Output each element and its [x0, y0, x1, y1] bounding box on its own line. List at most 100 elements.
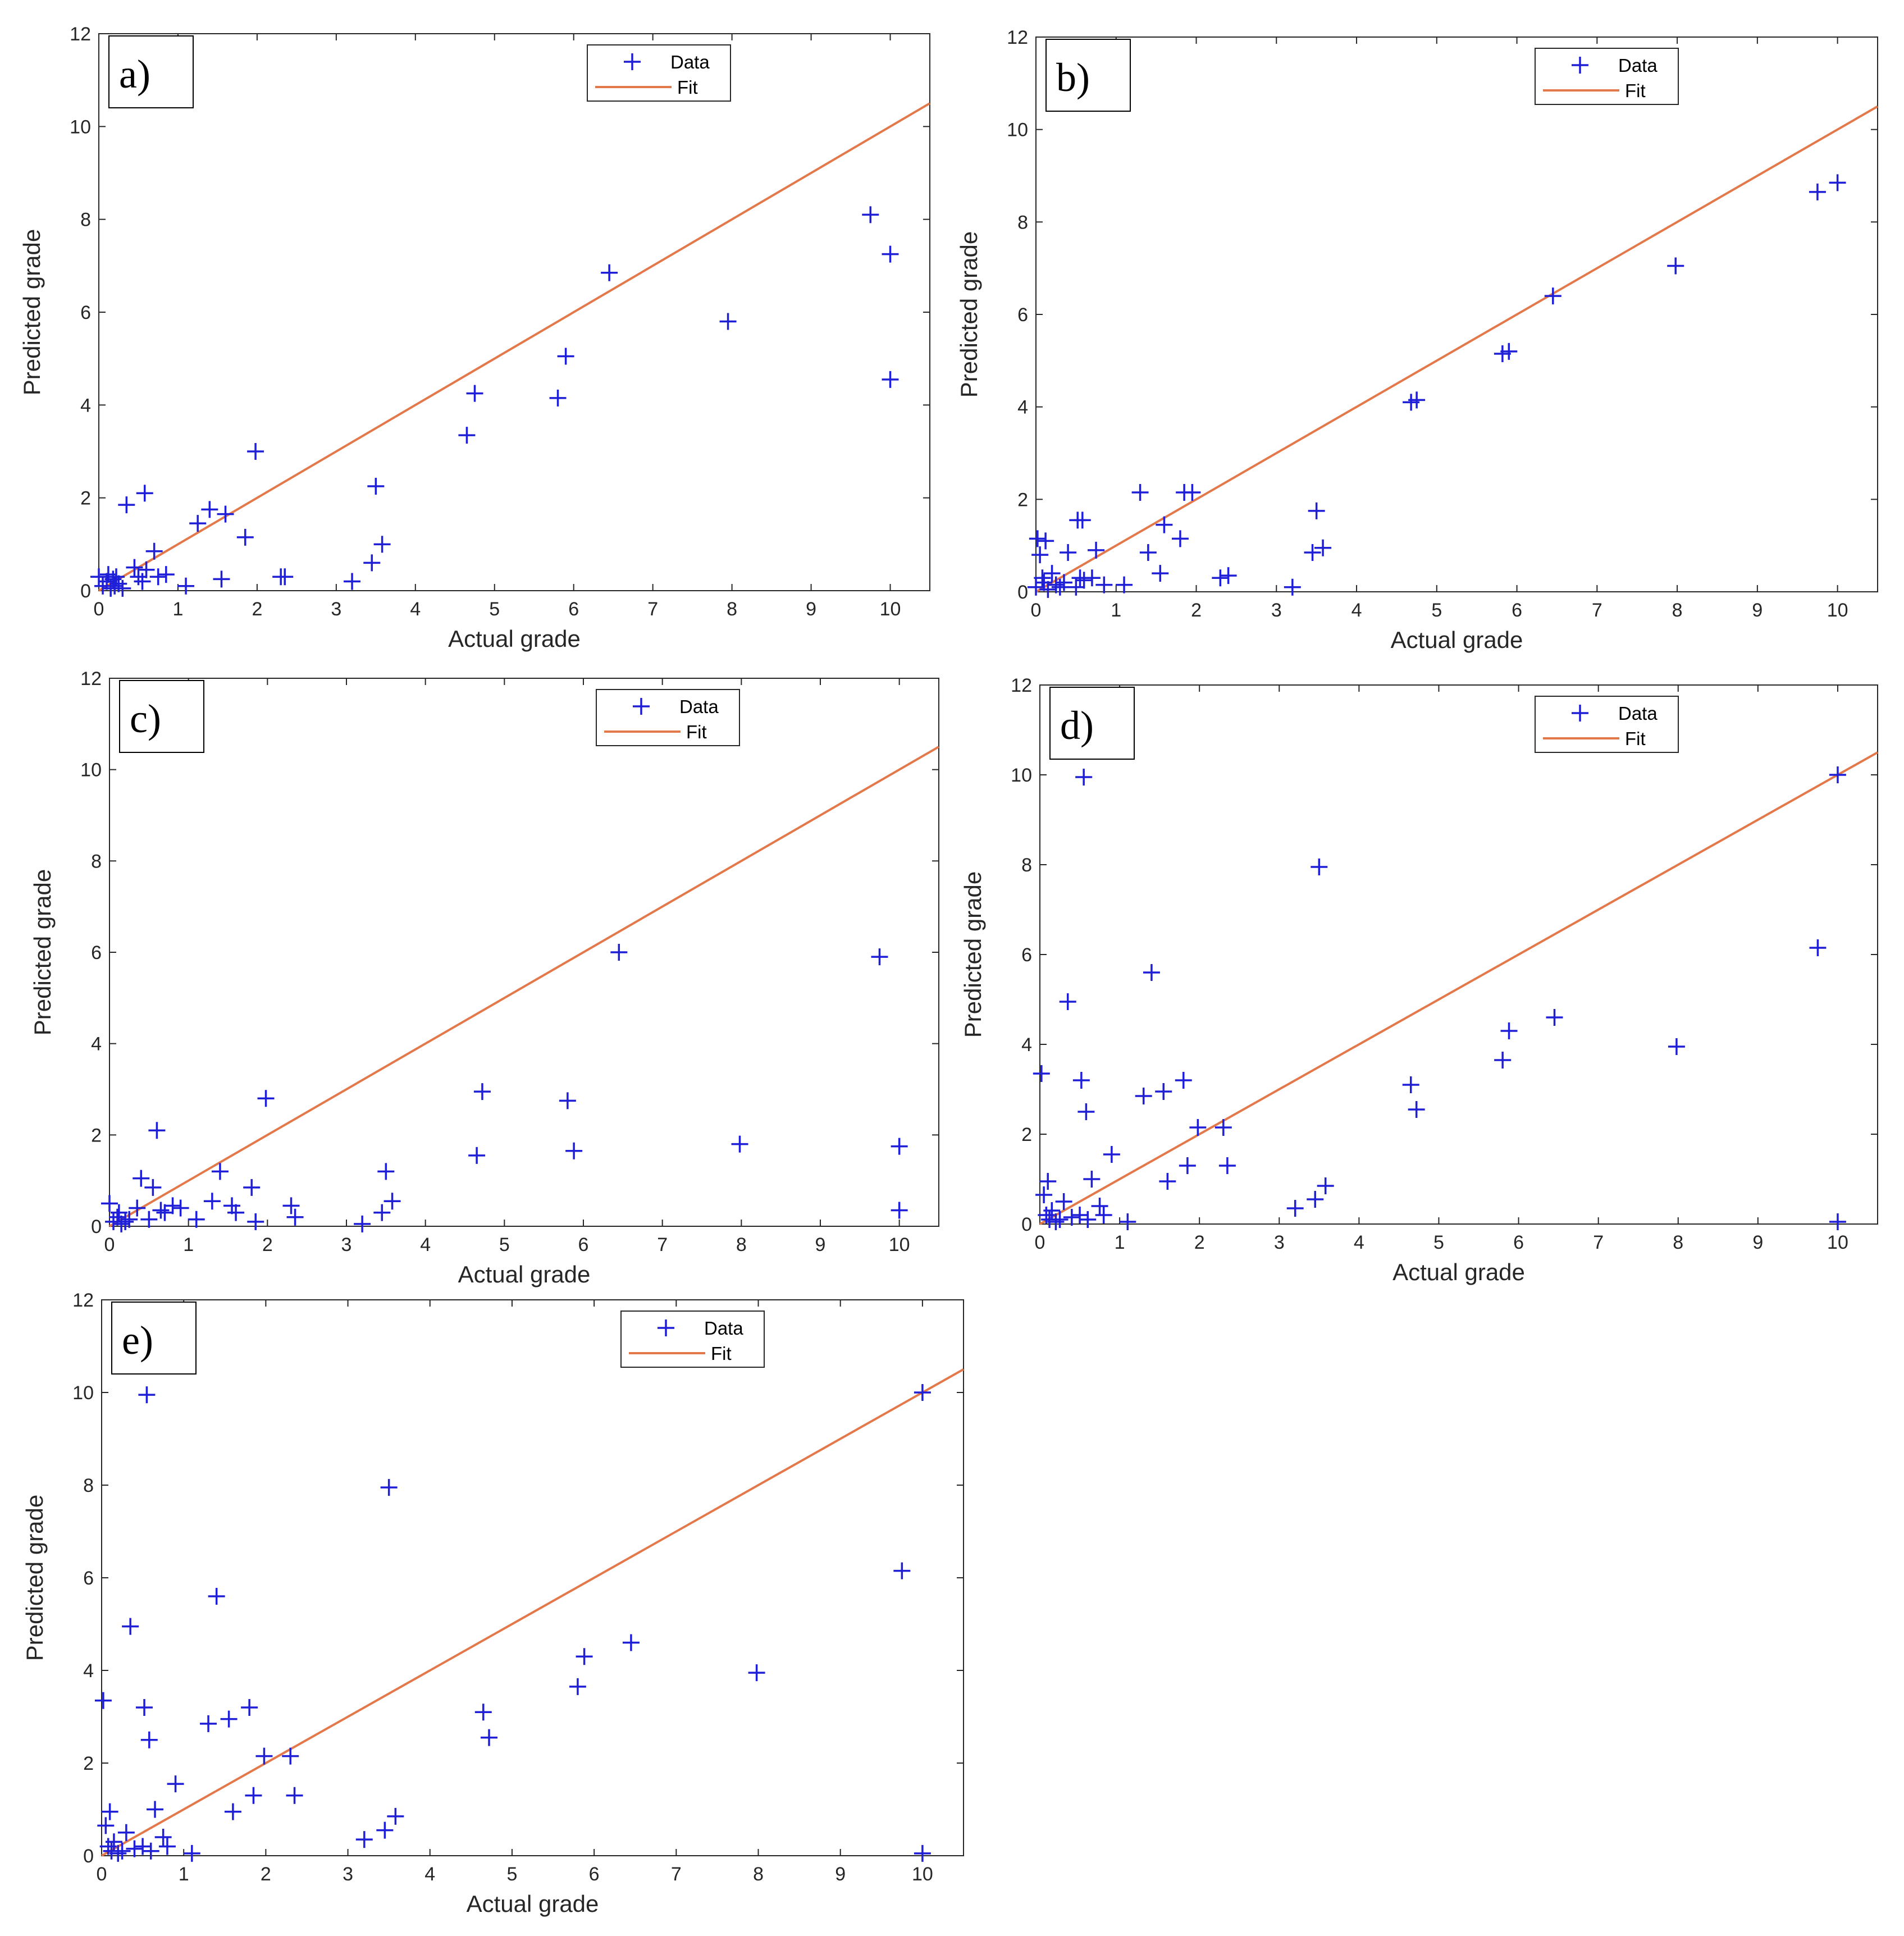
legend-data-marker — [1572, 705, 1588, 722]
y-tick-label: 8 — [1017, 212, 1028, 233]
data-point — [862, 206, 879, 223]
data-point — [220, 1710, 238, 1728]
x-tick-label: 3 — [1274, 1232, 1285, 1253]
data-point — [1031, 546, 1049, 564]
legend-box — [1535, 696, 1679, 753]
x-tick-label: 2 — [262, 1234, 273, 1255]
data-point — [576, 1648, 593, 1665]
x-tick-label: 2 — [1194, 1232, 1205, 1253]
data-point — [622, 1634, 640, 1651]
x-tick-label: 10 — [889, 1234, 910, 1255]
data-point — [224, 1803, 241, 1820]
data-point — [157, 566, 175, 583]
data-point — [383, 1193, 401, 1210]
legend-data-marker — [658, 1319, 674, 1336]
data-point — [1029, 530, 1046, 547]
y-tick-label: 2 — [83, 1753, 94, 1774]
data-point — [1135, 1088, 1152, 1104]
x-tick-label: 2 — [1191, 600, 1202, 621]
data-point — [133, 1170, 150, 1187]
data-point — [164, 1197, 181, 1214]
data-point — [1039, 581, 1057, 598]
data-point — [1544, 287, 1561, 305]
data-point — [1184, 483, 1201, 501]
legend-fit-label: Fit — [677, 77, 698, 98]
x-tick-label: 7 — [657, 1234, 668, 1255]
data-point — [1314, 539, 1332, 556]
x-tick-label: 1 — [172, 599, 183, 620]
plot-area — [1039, 684, 1878, 1225]
y-tick-label: 0 — [83, 1846, 94, 1867]
data-point — [1091, 1198, 1108, 1214]
legend-box — [596, 689, 740, 746]
data-point — [236, 528, 254, 546]
fit-line — [1035, 105, 1878, 593]
data-point — [1095, 576, 1113, 593]
data-point — [1033, 1065, 1050, 1082]
x-tick-label: 5 — [1431, 600, 1442, 621]
x-tick-label: 7 — [671, 1864, 682, 1885]
data-point — [1072, 1072, 1090, 1089]
data-point — [891, 1202, 908, 1219]
x-tick-label: 5 — [489, 599, 500, 620]
data-point — [136, 1699, 153, 1716]
x-tick-label: 6 — [578, 1234, 589, 1255]
x-tick-label: 3 — [331, 599, 341, 620]
data-point — [138, 561, 155, 578]
x-tick-label: 9 — [1752, 600, 1763, 621]
data-point — [276, 568, 294, 586]
data-point — [106, 577, 124, 595]
x-tick-label: 9 — [815, 1234, 826, 1255]
data-point — [1152, 565, 1169, 582]
legend-data-label: Data — [679, 696, 719, 717]
x-tick-label: 4 — [1351, 600, 1362, 621]
panel-label-box — [1045, 39, 1131, 112]
fit-line — [108, 746, 940, 1227]
x-tick-label: 10 — [1827, 1232, 1848, 1253]
y-tick-label: 12 — [1007, 27, 1028, 48]
x-tick-label: 5 — [506, 1864, 517, 1885]
data-point — [1218, 1157, 1236, 1174]
data-point — [109, 1844, 127, 1862]
data-point — [167, 1775, 184, 1793]
legend-data-label: Data — [1618, 703, 1658, 724]
legend-fit-label: Fit — [1625, 80, 1646, 101]
data-point — [1131, 483, 1149, 501]
data-point — [243, 1179, 261, 1196]
data-point — [1055, 1193, 1072, 1210]
data-point — [156, 1204, 173, 1221]
data-point — [1304, 544, 1321, 561]
x-tick-label: 8 — [753, 1864, 764, 1885]
data-point — [377, 1163, 395, 1180]
x-tick-label: 1 — [1111, 600, 1121, 621]
data-point — [105, 1833, 122, 1851]
data-point — [1063, 1209, 1080, 1226]
data-point — [1171, 530, 1189, 547]
legend-data-marker — [624, 53, 641, 70]
data-point — [1051, 578, 1069, 596]
data-point — [154, 1829, 172, 1846]
data-point — [1809, 939, 1827, 956]
x-tick-label: 4 — [410, 599, 421, 620]
legend-box — [587, 44, 731, 102]
legend-fit-label: Fit — [711, 1343, 732, 1364]
data-point — [1408, 1101, 1425, 1118]
x-tick-label: 0 — [97, 1864, 107, 1885]
x-tick-label: 8 — [727, 599, 737, 620]
data-point — [148, 1122, 166, 1139]
x-tick-label: 6 — [1512, 600, 1522, 621]
data-point — [569, 1678, 586, 1695]
data-point — [1116, 576, 1133, 593]
data-point — [344, 573, 361, 590]
x-tick-label: 8 — [1672, 600, 1683, 621]
panel-label: c) — [130, 696, 161, 741]
data-point — [101, 1195, 118, 1212]
x-tick-label: 3 — [343, 1864, 353, 1885]
data-point — [223, 1197, 241, 1214]
data-point — [286, 1787, 303, 1804]
data-point — [211, 1163, 229, 1180]
data-point — [108, 568, 125, 586]
data-point — [1286, 1200, 1304, 1217]
x-tick-label: 0 — [104, 1234, 115, 1255]
